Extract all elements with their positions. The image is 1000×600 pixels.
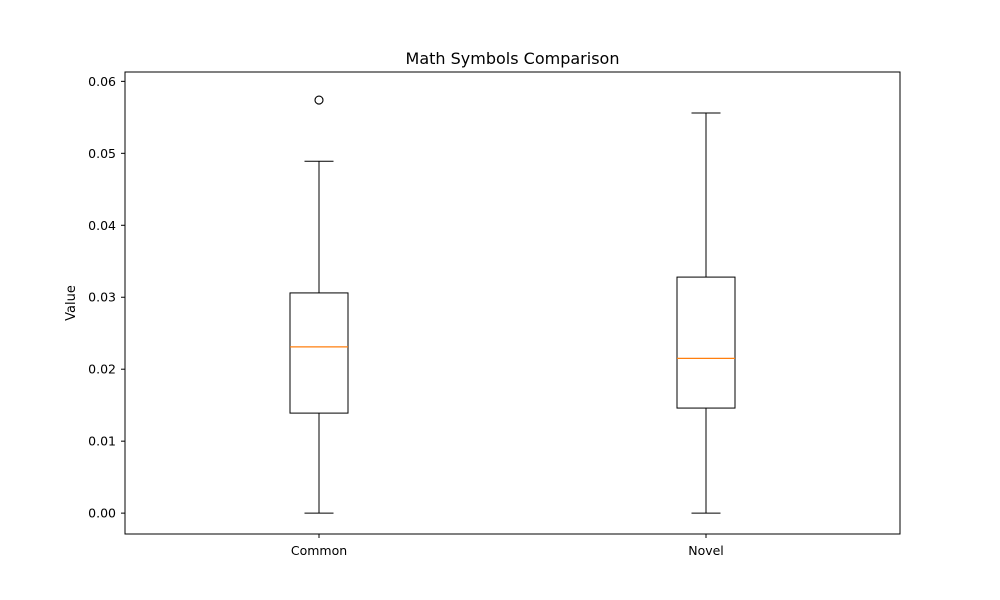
y-axis-label: Value: [64, 285, 79, 321]
chart-title: Math Symbols Comparison: [406, 49, 620, 68]
box-novel: [676, 112, 736, 514]
box-series: [289, 95, 736, 514]
y-tick-label: 0.02: [88, 362, 116, 377]
y-axis-ticks: 0.00 0.01 0.02 0.03 0.04 0.05 0.06: [88, 74, 125, 521]
x-tick-label: Common: [291, 543, 347, 558]
y-tick-label: 0.03: [88, 290, 116, 305]
y-tick-label: 0.00: [88, 506, 116, 521]
y-tick-label: 0.05: [88, 146, 116, 161]
y-tick-label: 0.01: [88, 434, 116, 449]
iqr-box: [289, 292, 349, 414]
y-tick-label: 0.06: [88, 74, 116, 89]
box-common: [289, 95, 349, 514]
x-axis-ticks: Common Novel: [291, 534, 724, 558]
outlier-point: [314, 95, 324, 105]
x-tick-label: Novel: [688, 543, 724, 558]
axes-frame: [124, 71, 901, 535]
iqr-box: [676, 276, 736, 409]
y-tick-label: 0.04: [88, 218, 116, 233]
